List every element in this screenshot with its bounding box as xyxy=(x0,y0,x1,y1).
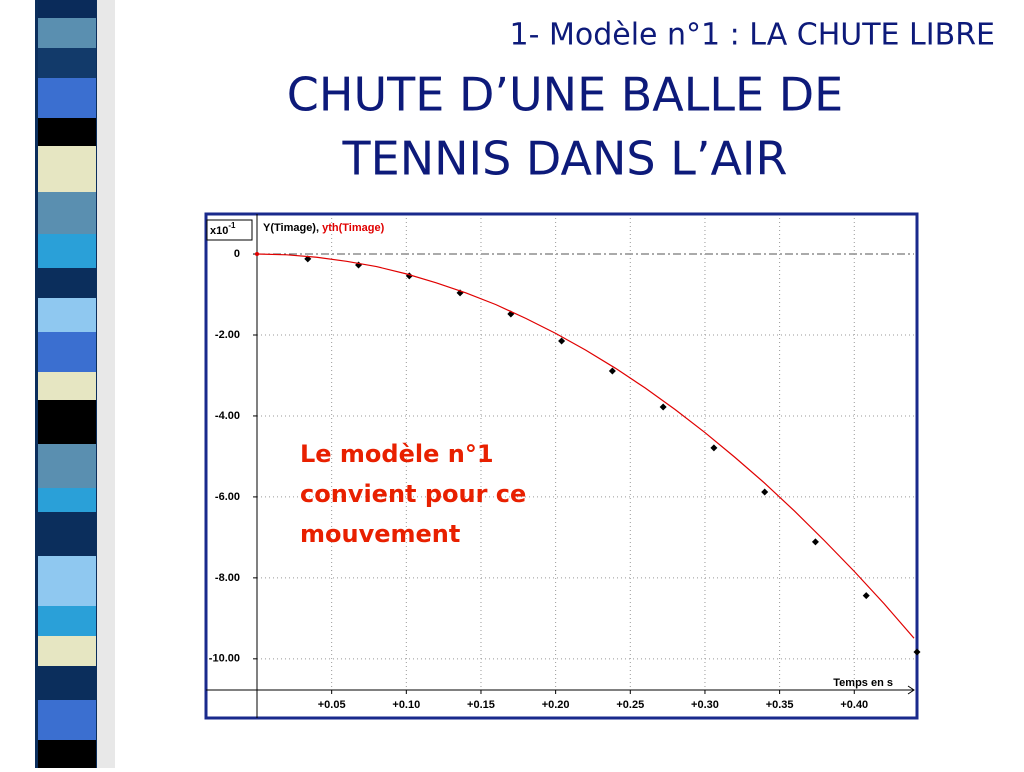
x-tick-label: +0.05 xyxy=(318,699,346,711)
data-point xyxy=(659,403,667,411)
y-tick-label: -4.00 xyxy=(215,410,240,422)
y-tick-label: -6.00 xyxy=(215,491,240,503)
unit-box xyxy=(206,219,253,241)
y-unit-exponent: -1 xyxy=(228,221,236,230)
side-stripe xyxy=(35,0,115,768)
model-curve xyxy=(256,253,915,639)
y-tick-label: -10.00 xyxy=(209,653,240,665)
y-tick-label: -2.00 xyxy=(215,329,240,341)
annotation-line: convient pour ce xyxy=(300,480,526,508)
x-tick-label: +0.30 xyxy=(691,699,719,711)
y-unit-base: x10 xyxy=(210,225,228,237)
x-tick-label: +0.40 xyxy=(840,699,868,711)
x-tick-label: +0.10 xyxy=(392,699,420,711)
origin-dot xyxy=(255,252,259,257)
legend: Y(Timage), yth(Timage) xyxy=(263,222,385,234)
x-tick-label: +0.35 xyxy=(766,699,794,711)
x-tick-label: +0.15 xyxy=(467,699,495,711)
data-point xyxy=(608,367,616,375)
legend-entry: yth(Timage) xyxy=(322,222,384,234)
title-line: CHUTE D’UNE BALLE DE xyxy=(287,68,843,122)
annotation-line: Le modèle n°1 xyxy=(300,440,494,468)
data-point xyxy=(710,444,718,452)
data-point xyxy=(811,538,819,546)
legend-separator: , xyxy=(316,222,322,234)
data-point xyxy=(761,488,769,496)
title-line: TENNIS DANS L’AIR xyxy=(342,132,788,186)
data-point xyxy=(862,592,870,600)
x-axis-label: Temps en s xyxy=(833,677,893,689)
chart-frame xyxy=(204,212,919,720)
legend-entry: Y(Timage) xyxy=(263,222,316,234)
y-unit: x10-1 xyxy=(210,221,236,237)
x-axis-arrow xyxy=(907,685,915,695)
subtitle: 1- Modèle n°1 : LA CHUTE LIBRE xyxy=(510,18,995,53)
y-tick-label: -8.00 xyxy=(215,572,240,584)
data-point xyxy=(913,648,921,656)
y-tick-label: 0 xyxy=(234,248,240,260)
annotation-line: mouvement xyxy=(300,520,460,548)
x-tick-label: +0.25 xyxy=(616,699,644,711)
data-point xyxy=(558,337,566,345)
x-tick-label: +0.20 xyxy=(542,699,570,711)
